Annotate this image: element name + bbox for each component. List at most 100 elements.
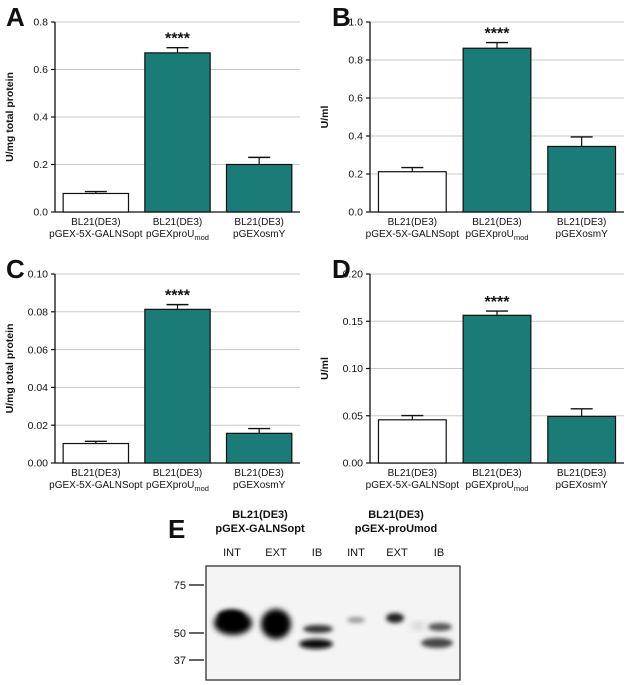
y-tick-label: 0.04 xyxy=(28,382,49,394)
y-tick-label: 0.10 xyxy=(28,269,49,281)
y-tick-label: 0.20 xyxy=(343,269,364,281)
bar-chart: 0.000.050.100.150.20U/mlBL21(DE3)pGEX-5X… xyxy=(319,269,624,493)
y-tick-label: 0.15 xyxy=(343,316,364,328)
y-tick-label: 0.10 xyxy=(343,363,364,375)
blot-group2-line1: BL21(DE3) xyxy=(368,509,424,521)
x-tick-label: pGEX-5X-GALNSopt xyxy=(366,480,460,491)
x-tick-label: BL21(DE3) xyxy=(234,217,283,228)
y-axis-label: U/ml xyxy=(319,357,331,380)
mw-marker: 75 xyxy=(174,580,186,592)
y-axis-label: U/ml xyxy=(319,106,331,129)
significance-marker: **** xyxy=(165,31,191,48)
y-tick-label: 0.05 xyxy=(343,410,364,422)
band xyxy=(386,613,404,623)
x-tick-label: BL21(DE3) xyxy=(472,217,521,228)
x-tick-label: pGEXproUmod xyxy=(466,229,529,242)
band xyxy=(412,623,424,629)
x-tick-label: BL21(DE3) xyxy=(153,468,202,479)
y-tick-label: 0.2 xyxy=(348,169,363,181)
bar xyxy=(225,163,293,213)
panel-letter: A xyxy=(6,2,25,32)
significance-marker: **** xyxy=(165,288,191,305)
panel-e: E BL21(DE3) pGEX-GALNSopt BL21(DE3) pGEX… xyxy=(168,509,461,681)
band xyxy=(261,609,291,639)
y-tick-label: 1.0 xyxy=(348,17,363,29)
bar xyxy=(547,415,617,464)
blot-bands xyxy=(214,609,453,649)
x-tick-label: BL21(DE3) xyxy=(234,468,283,479)
panel-d: D 0.000.050.100.150.20U/mlBL21(DE3)pGEX-… xyxy=(319,254,624,493)
mw-marker: 37 xyxy=(174,655,186,667)
lane-label: INT xyxy=(347,547,365,559)
bar xyxy=(62,192,130,213)
bar xyxy=(547,145,617,213)
y-tick-label: 0.02 xyxy=(28,420,49,432)
blot-group1-line1: BL21(DE3) xyxy=(232,509,288,521)
band xyxy=(303,625,333,633)
bar xyxy=(462,47,532,213)
x-tick-label: pGEXosmY xyxy=(556,229,609,240)
lane-label: IB xyxy=(434,547,444,559)
y-tick-label: 0.8 xyxy=(348,55,363,67)
panel-letter: B xyxy=(332,2,351,32)
bar xyxy=(144,308,211,464)
y-tick-label: 0.0 xyxy=(33,207,48,219)
x-tick-label: pGEX-5X-GALNSopt xyxy=(49,480,143,491)
lane-label: EXT xyxy=(265,547,287,559)
x-tick-label: BL21(DE3) xyxy=(388,468,437,479)
blot-group1-line2: pGEX-GALNSopt xyxy=(215,523,305,535)
y-tick-label: 0.2 xyxy=(33,159,48,171)
band xyxy=(347,617,365,623)
significance-marker: **** xyxy=(485,294,511,311)
bar xyxy=(62,442,130,464)
lane-label: INT xyxy=(223,547,241,559)
x-tick-label: pGEXosmY xyxy=(233,480,286,491)
y-tick-label: 0.08 xyxy=(28,307,49,319)
x-tick-label: BL21(DE3) xyxy=(71,468,120,479)
panel-c: C 0.00 0.02 0.04 0.06 0.08 0.10 U/mg total pro… xyxy=(4,254,300,493)
bar-chart: 0.00 0.02 0.04 0.06 0.08 0.10 U/mg total prote… xyxy=(4,269,300,493)
y-tick-label: 0.00 xyxy=(343,458,364,470)
y-tick-label: 0.06 xyxy=(28,344,49,356)
y-tick-label: 0.6 xyxy=(33,64,48,76)
x-tick-label: BL21(DE3) xyxy=(557,217,606,228)
x-tick-label: BL21(DE3) xyxy=(472,468,521,479)
x-tick-label: BL21(DE3) xyxy=(153,217,202,228)
bar xyxy=(377,171,447,213)
bar xyxy=(144,52,211,213)
panel-letter: D xyxy=(332,254,351,284)
lane-label: IB xyxy=(312,547,322,559)
x-tick-label: pGEXproUmod xyxy=(466,480,529,493)
x-tick-label: pGEX-5X-GALNSopt xyxy=(366,229,460,240)
y-axis-label: U/mg total protein xyxy=(4,72,16,162)
x-tick-label: BL21(DE3) xyxy=(71,217,120,228)
lane-label: EXT xyxy=(386,547,408,559)
panel-letter: E xyxy=(168,514,185,544)
band xyxy=(299,639,333,649)
y-tick-label: 0.4 xyxy=(33,112,48,124)
band xyxy=(428,623,452,631)
x-tick-label: pGEX-5X-GALNSopt xyxy=(49,229,143,240)
mw-marker: 50 xyxy=(174,628,186,640)
x-tick-label: BL21(DE3) xyxy=(557,468,606,479)
bar-chart: 0.0 0.2 0.4 0.6 0.8 U/mg total protein BL21(DE… xyxy=(4,17,300,242)
x-tick-label: pGEXosmY xyxy=(233,229,286,240)
x-tick-label: pGEXproUmod xyxy=(146,229,209,242)
y-axis-label: U/mg total protein xyxy=(4,324,16,414)
panel-a: A 0.0 0.2 0.4 0.6 0.8 U/mg total protein BL21(… xyxy=(4,2,300,242)
band xyxy=(218,610,244,622)
significance-marker: **** xyxy=(485,26,511,43)
blot-group2-line2: pGEX-proUmod xyxy=(355,523,438,535)
bar xyxy=(377,419,447,464)
y-tick-label: 0.6 xyxy=(348,93,363,105)
y-tick-label: 0.4 xyxy=(348,131,363,143)
bar xyxy=(225,432,293,464)
y-tick-label: 0.8 xyxy=(33,17,48,29)
panel-b: B 0.0 0.2 0.4 0.6 0.8 1.0 U/ml BL21(DE3) pGEX-5X… xyxy=(319,2,624,242)
y-tick-label: 0.0 xyxy=(348,207,363,219)
band xyxy=(421,638,453,648)
x-tick-label: pGEXproUmod xyxy=(146,480,209,493)
bar-chart: 0.0 0.2 0.4 0.6 0.8 1.0 U/ml BL21(DE3) pGEX-5X-G… xyxy=(319,17,624,242)
x-tick-label: pGEXosmY xyxy=(556,480,609,491)
